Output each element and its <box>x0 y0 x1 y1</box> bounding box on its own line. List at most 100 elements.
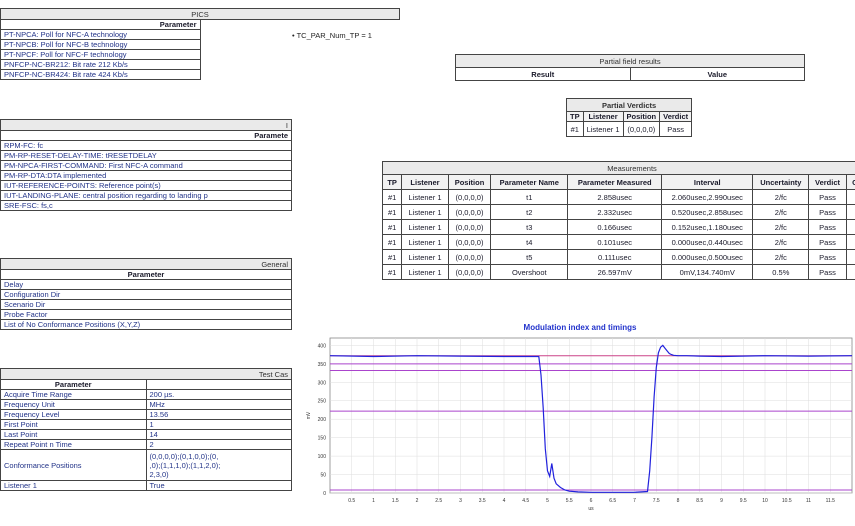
x-tick-label: 3 <box>459 498 462 504</box>
measurement-cell: (0,0,0,0) <box>448 220 491 235</box>
x-tick-label: 11.5 <box>826 498 836 504</box>
measurements-header: Parameter Name <box>491 175 568 190</box>
tc-param: Last Point <box>1 430 147 440</box>
x-tick-label: 6 <box>590 498 593 504</box>
measurement-cell: 2/fc <box>753 190 809 205</box>
measurement-cell: Listener 1 <box>402 220 448 235</box>
measurements-header: Interval <box>662 175 753 190</box>
tc-value: 1 <box>146 420 292 430</box>
x-tick-label: 2 <box>416 498 419 504</box>
measurement-cell: (0,0,0,0) <box>448 190 491 205</box>
tc-value: MHz <box>146 400 292 410</box>
measurement-cell: (0,0,0,0) <box>448 265 491 280</box>
x-tick-label: 8 <box>677 498 680 504</box>
tc-value: 200 µs. <box>146 390 292 400</box>
measurement-cell: 2/fc <box>753 250 809 265</box>
measurement-cell: (0,0,0,0) <box>448 250 491 265</box>
measurement-cell: #1 <box>383 190 402 205</box>
tc-param: Frequency Level <box>1 410 147 420</box>
tc-param: Acquire Time Range <box>1 390 147 400</box>
value-col-header: Value <box>630 68 805 81</box>
measurements-header: Uncertainty <box>753 175 809 190</box>
implicit-row: SRE-FSC: fs,c <box>1 201 292 211</box>
pics-row: PNFCP-NC-BR424: Bit rate 424 Kb/s <box>1 70 201 80</box>
general-row: Configuration Dir <box>1 290 292 300</box>
y-tick-label: 0 <box>323 491 326 497</box>
x-tick-label: 6.5 <box>609 498 616 504</box>
measurement-cell: (0,0,0,0) <box>448 205 491 220</box>
measurement-cell: - <box>846 265 855 280</box>
measurements-header: Position <box>448 175 491 190</box>
measurement-cell: t4 <box>491 235 568 250</box>
y-tick-label: 400 <box>318 343 327 349</box>
tc-par-text: TC_PAR_Num_TP = 1 <box>297 31 372 40</box>
pics-title: PICS <box>1 9 400 20</box>
measurement-cell: 26.597mV <box>568 265 662 280</box>
measurement-cell: #1 <box>383 250 402 265</box>
measurement-cell: Listener 1 <box>402 235 448 250</box>
x-tick-label: 1 <box>372 498 375 504</box>
tc-param: Conformance Positions <box>1 450 147 481</box>
measurement-cell: Listener 1 <box>402 190 448 205</box>
implicit-header: Paramete <box>1 131 292 141</box>
test-case-header: Parameter <box>1 380 147 390</box>
pv-header: Verdict <box>660 112 692 122</box>
measurement-cell: t1 <box>491 190 568 205</box>
x-tick-label: 9 <box>720 498 723 504</box>
measurements-header: Verdict <box>809 175 846 190</box>
tc-value: 13.56 <box>146 410 292 420</box>
measurement-cell: Overshoot <box>491 265 568 280</box>
tc-value-line: 2,3,0) <box>150 470 289 479</box>
measurement-cell: Listener 1 <box>402 265 448 280</box>
measurement-cell: - <box>846 220 855 235</box>
measurement-cell: t2 <box>491 205 568 220</box>
general-table: General Parameter Delay Configuration Di… <box>0 258 292 330</box>
implicit-title: I <box>1 120 292 131</box>
measurements-header: Listener <box>402 175 448 190</box>
tc-param: Frequency Unit <box>1 400 147 410</box>
measurement-cell: 0mV,134.740mV <box>662 265 753 280</box>
measurement-cell: - <box>846 250 855 265</box>
tc-value-line: ,0);(1,1,1,0);(1,1,2,0); <box>150 461 289 470</box>
implicit-row: PM-NPCA-FIRST-COMMAND: First NFC-A comma… <box>1 161 292 171</box>
tc-param: First Point <box>1 420 147 430</box>
tc-par-label: • TC_PAR_Num_TP = 1 <box>292 31 372 40</box>
x-tick-label: 4 <box>503 498 506 504</box>
chart-title: Modulation index and timings <box>524 323 637 332</box>
x-tick-label: 2.5 <box>435 498 442 504</box>
pv-cell: Pass <box>660 122 692 137</box>
x-axis-label: us <box>588 506 594 512</box>
pv-cell: Listener 1 <box>583 122 623 137</box>
tc-value: 2 <box>146 440 292 450</box>
measurement-cell: 0.000usec,0.440usec <box>662 235 753 250</box>
chart-svg: Modulation index and timings050100150200… <box>300 318 855 521</box>
pics-row: PNFCP-NC-BR212: Bit rate 212 Kb/s <box>1 60 201 70</box>
measurements-header: Parameter Measured <box>568 175 662 190</box>
measurement-cell: Pass <box>809 205 846 220</box>
tc-param: Listener 1 <box>1 481 147 491</box>
measurement-cell: 2/fc <box>753 235 809 250</box>
measurement-cell: 2.858usec <box>568 190 662 205</box>
x-tick-label: 0.5 <box>348 498 355 504</box>
x-tick-label: 3.5 <box>479 498 486 504</box>
pv-cell: #1 <box>567 122 584 137</box>
general-title: General <box>1 259 292 270</box>
measurement-cell: 0.520usec,2.858usec <box>662 205 753 220</box>
measurement-cell: Pass <box>809 190 846 205</box>
partial-verdicts-table: Partial Verdicts TP Listener Position Ve… <box>566 98 692 137</box>
measurement-cell: 2/fc <box>753 220 809 235</box>
pics-header: Parameter <box>1 20 201 30</box>
general-row: List of No Conformance Positions (X,Y,Z) <box>1 320 292 330</box>
measurement-cell: 2.060usec,2.990usec <box>662 190 753 205</box>
partial-field-table: Partial field results Result Value <box>455 54 805 81</box>
y-tick-label: 250 <box>318 399 327 405</box>
general-row: Delay <box>1 280 292 290</box>
implicit-row: RPM-FC: fc <box>1 141 292 151</box>
measurement-cell: 0.101usec <box>568 235 662 250</box>
